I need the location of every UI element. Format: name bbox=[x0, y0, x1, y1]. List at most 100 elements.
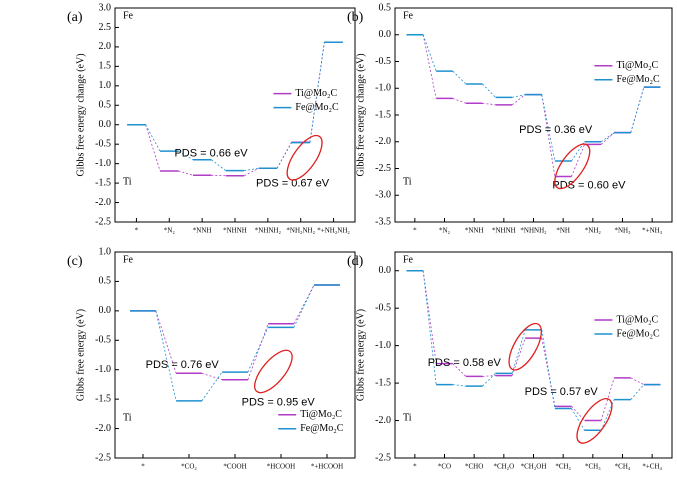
x-tick-label: * bbox=[413, 463, 417, 471]
y-tick-label: -3.5 bbox=[375, 216, 391, 227]
connector bbox=[244, 167, 259, 172]
connector bbox=[571, 408, 585, 431]
connector bbox=[630, 87, 645, 133]
legend-label: Ti@Mo₂C bbox=[300, 409, 342, 420]
x-tick-label: *N₂ bbox=[164, 227, 176, 235]
x-tick-label: *CO₂ bbox=[181, 463, 197, 471]
y-tick-label: -1.5 bbox=[375, 109, 391, 120]
x-tick-label: *CH₂ bbox=[555, 463, 571, 471]
legend-label: Ti@Mo₂C bbox=[616, 60, 658, 71]
y-tick-label: -3.0 bbox=[375, 190, 391, 201]
legend-label: Fe@Mo₂C bbox=[300, 423, 344, 434]
connector bbox=[511, 329, 526, 374]
pds-annotation: PDS = 0.36 eV bbox=[519, 124, 593, 136]
connector bbox=[541, 329, 556, 409]
x-tick-label: *NH₂ bbox=[585, 227, 602, 235]
y-tick-label: -0.5 bbox=[375, 56, 391, 67]
x-tick-label: *+CH₄ bbox=[642, 463, 662, 471]
connector bbox=[482, 102, 496, 106]
pds-annotation: PDS = 0.60 eV bbox=[552, 180, 626, 192]
panel-label: (c) bbox=[67, 254, 83, 269]
connector bbox=[512, 94, 526, 98]
structure-label: Fe bbox=[403, 254, 414, 265]
panel-label: (b) bbox=[347, 10, 364, 25]
legend-label: Ti@Mo₂C bbox=[295, 88, 337, 99]
connector bbox=[155, 310, 177, 374]
highlight-ellipse bbox=[508, 322, 542, 371]
connector bbox=[541, 94, 556, 177]
x-tick-label: *N₂ bbox=[439, 227, 451, 235]
y-tick-label: 0.0 bbox=[99, 305, 112, 316]
x-tick-label: * bbox=[135, 227, 139, 235]
y-tick-label: -1.5 bbox=[375, 377, 391, 388]
connector bbox=[452, 98, 466, 104]
y-tick-label: -1.0 bbox=[95, 364, 111, 375]
panel-label: (a) bbox=[67, 10, 83, 25]
y-axis-label: Gibbs free energy (eV) bbox=[75, 309, 86, 401]
x-tick-label: *NHNH₂ bbox=[520, 227, 547, 235]
connector bbox=[452, 70, 467, 85]
y-tick-label: 0.0 bbox=[379, 265, 392, 276]
connector bbox=[452, 384, 466, 387]
y-tick-label: 0.5 bbox=[99, 100, 112, 111]
x-tick-label: *COOH bbox=[223, 463, 246, 471]
x-tick-label: *+NH₂NH₂ bbox=[317, 227, 350, 235]
pds-annotation: PDS = 0.67 eV bbox=[256, 177, 330, 189]
y-tick-label: -0.5 bbox=[95, 335, 111, 346]
y-tick-label: -2.0 bbox=[95, 423, 111, 434]
connector bbox=[211, 159, 227, 171]
connector bbox=[178, 150, 194, 161]
y-tick-label: 1.5 bbox=[99, 61, 112, 72]
connector bbox=[145, 124, 161, 172]
y-tick-label: -1.5 bbox=[95, 393, 111, 404]
connector bbox=[482, 373, 496, 387]
structure-label: Ti bbox=[403, 176, 412, 187]
x-tick-label: *CH₂OH bbox=[521, 463, 547, 471]
highlight-ellipse bbox=[286, 134, 323, 181]
x-tick-label: *NH₃ bbox=[614, 227, 631, 235]
y-tick-label: 3.0 bbox=[99, 2, 112, 13]
legend-label: Ti@Mo₂C bbox=[616, 314, 658, 325]
x-tick-label: *CH₂O bbox=[493, 463, 514, 471]
connector bbox=[178, 170, 194, 176]
structure-label: Fe bbox=[403, 10, 414, 21]
pds-annotation: PDS = 0.58 eV bbox=[428, 357, 502, 369]
connector bbox=[276, 142, 292, 169]
connector bbox=[422, 34, 437, 99]
structure-label: Ti bbox=[123, 176, 132, 187]
panel-label: (d) bbox=[347, 254, 364, 269]
y-tick-label: -2.5 bbox=[375, 452, 391, 463]
connector bbox=[511, 94, 526, 106]
pds-annotation: PDS = 0.95 eV bbox=[242, 396, 316, 408]
connector bbox=[600, 132, 615, 143]
structure-label: Fe bbox=[123, 10, 134, 21]
connector bbox=[452, 363, 467, 377]
connector bbox=[600, 132, 615, 145]
y-tick-label: -1.0 bbox=[375, 83, 391, 94]
x-tick-label: *NH bbox=[556, 227, 570, 235]
x-tick-label: *NNH bbox=[465, 227, 484, 235]
connector bbox=[600, 377, 615, 421]
connector bbox=[422, 270, 437, 385]
connector bbox=[630, 377, 645, 385]
connector bbox=[600, 399, 615, 431]
plot-frame bbox=[394, 7, 673, 223]
connector bbox=[630, 384, 645, 400]
y-tick-label: -2.0 bbox=[375, 415, 391, 426]
x-tick-label: *+HCOOH bbox=[311, 463, 343, 471]
y-tick-label: -1.0 bbox=[375, 340, 391, 351]
connector bbox=[293, 284, 315, 324]
x-tick-label: *+NH₃ bbox=[642, 227, 663, 235]
connector bbox=[309, 42, 325, 143]
y-tick-label: -0.5 bbox=[375, 302, 391, 313]
connector bbox=[541, 94, 556, 162]
x-tick-label: *CH₄ bbox=[615, 463, 631, 471]
y-tick-label: -2.5 bbox=[95, 216, 111, 227]
highlight-ellipse bbox=[576, 398, 613, 444]
connector bbox=[482, 83, 496, 98]
connector bbox=[247, 323, 269, 380]
x-tick-label: *NHNH₂ bbox=[255, 227, 282, 235]
connector bbox=[155, 310, 177, 401]
y-tick-label: -0.5 bbox=[95, 138, 111, 149]
